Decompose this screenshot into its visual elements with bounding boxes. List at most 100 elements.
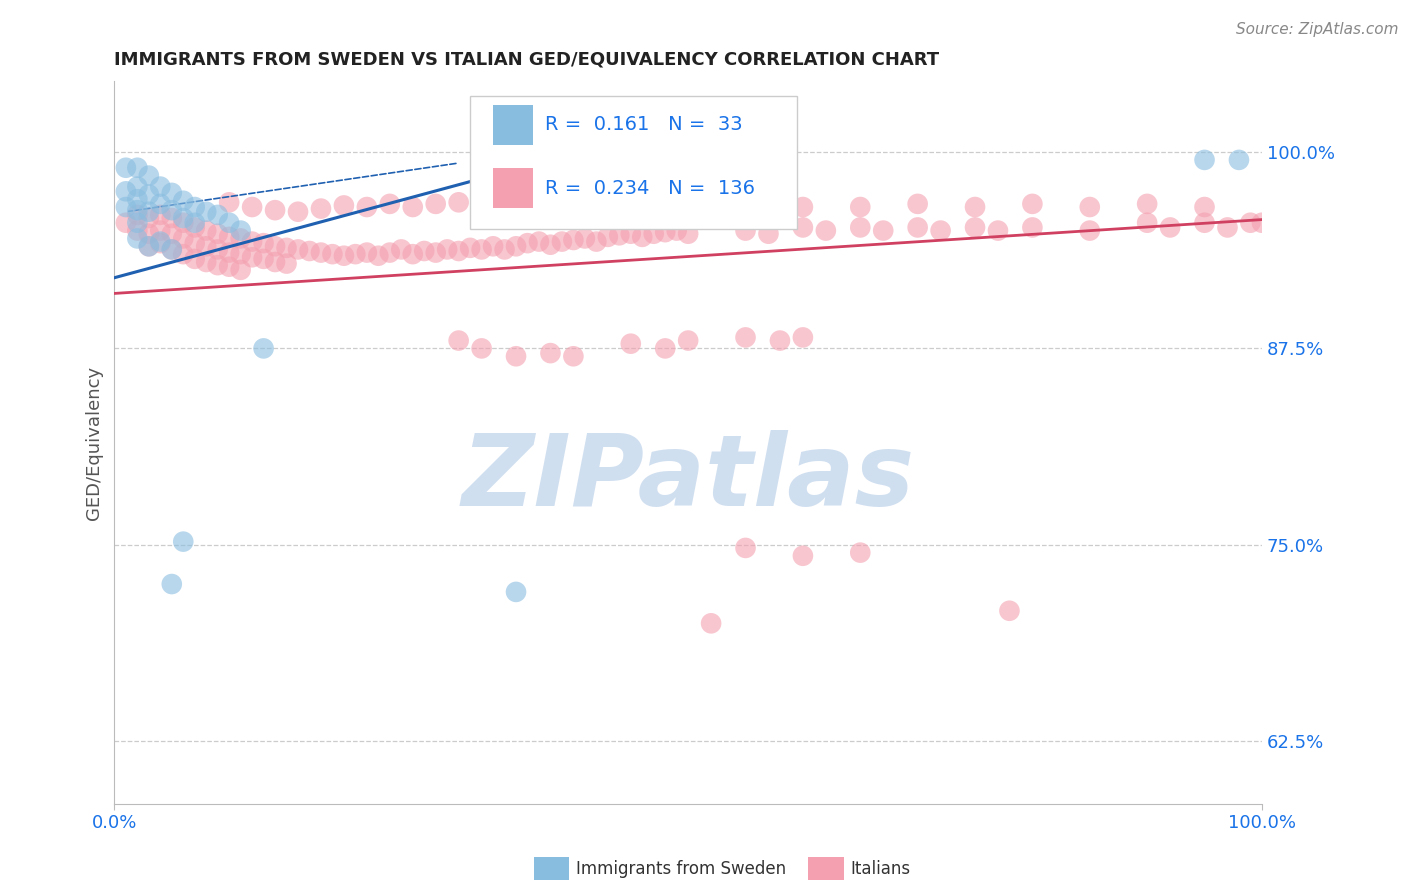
Point	[344, 247, 367, 261]
Point	[540, 346, 562, 360]
Point	[149, 235, 172, 249]
Point	[207, 227, 229, 241]
Point	[1194, 216, 1216, 230]
Y-axis label: GED/Equivalency: GED/Equivalency	[86, 366, 103, 520]
Text: R =  0.161   N =  33: R = 0.161 N = 33	[544, 115, 742, 134]
Point	[207, 208, 229, 222]
Point	[1239, 216, 1261, 230]
Point	[276, 241, 298, 255]
Point	[907, 220, 929, 235]
Point	[792, 330, 814, 344]
Point	[138, 169, 160, 183]
Point	[127, 203, 149, 218]
Point	[607, 192, 630, 206]
Point	[849, 220, 872, 235]
Point	[378, 245, 401, 260]
Point	[436, 243, 458, 257]
Point	[676, 334, 699, 348]
Point	[229, 247, 252, 261]
Point	[471, 342, 494, 356]
Point	[160, 203, 183, 218]
Point	[872, 224, 894, 238]
Point	[287, 204, 309, 219]
Point	[620, 227, 643, 241]
Point	[562, 233, 585, 247]
Point	[195, 204, 218, 219]
Point	[447, 334, 470, 348]
Point	[631, 189, 654, 203]
Point	[195, 239, 218, 253]
Point	[333, 249, 356, 263]
Point	[172, 231, 194, 245]
Point	[1159, 220, 1181, 235]
Point	[676, 227, 699, 241]
Point	[127, 179, 149, 194]
Point	[207, 258, 229, 272]
Point	[413, 244, 436, 258]
Point	[127, 224, 149, 238]
Point	[252, 342, 274, 356]
Point	[665, 224, 688, 238]
Point	[218, 260, 240, 274]
Point	[309, 202, 332, 216]
Point	[149, 179, 172, 194]
Point	[149, 197, 172, 211]
Point	[505, 349, 527, 363]
Point	[758, 227, 780, 241]
Point	[356, 200, 378, 214]
Point	[471, 243, 494, 257]
Point	[218, 230, 240, 244]
Point	[654, 225, 676, 239]
Point	[607, 228, 630, 243]
Point	[172, 247, 194, 261]
Point	[309, 245, 332, 260]
Point	[115, 200, 138, 214]
Point	[585, 235, 607, 249]
Point	[160, 243, 183, 257]
Text: Immigrants from Sweden: Immigrants from Sweden	[576, 860, 786, 878]
Point	[127, 161, 149, 175]
Point	[389, 243, 412, 257]
Point	[907, 197, 929, 211]
Point	[127, 231, 149, 245]
Point	[814, 224, 837, 238]
Point	[321, 247, 343, 261]
Point	[240, 200, 263, 214]
Point	[654, 186, 676, 200]
Point	[574, 231, 596, 245]
Point	[505, 585, 527, 599]
Point	[160, 211, 183, 225]
Point	[229, 263, 252, 277]
Point	[264, 255, 287, 269]
Point	[849, 546, 872, 560]
Point	[138, 239, 160, 253]
Point	[1194, 200, 1216, 214]
Point	[540, 237, 562, 252]
Point	[676, 189, 699, 203]
Text: Italians: Italians	[851, 860, 911, 878]
Point	[160, 577, 183, 591]
Point	[1078, 200, 1101, 214]
Point	[287, 243, 309, 257]
Point	[998, 604, 1021, 618]
Point	[1251, 216, 1274, 230]
Text: ZIPatlas: ZIPatlas	[461, 430, 915, 527]
FancyBboxPatch shape	[494, 168, 533, 208]
Point	[115, 216, 138, 230]
Point	[138, 239, 160, 253]
Point	[172, 194, 194, 208]
Point	[298, 244, 321, 258]
Point	[1136, 216, 1159, 230]
Point	[149, 236, 172, 251]
Point	[1216, 220, 1239, 235]
Point	[356, 245, 378, 260]
Point	[643, 227, 665, 241]
Point	[115, 184, 138, 198]
Point	[792, 549, 814, 563]
Point	[734, 330, 756, 344]
Point	[240, 235, 263, 249]
Point	[734, 224, 756, 238]
Point	[218, 195, 240, 210]
Point	[620, 336, 643, 351]
Point	[276, 256, 298, 270]
